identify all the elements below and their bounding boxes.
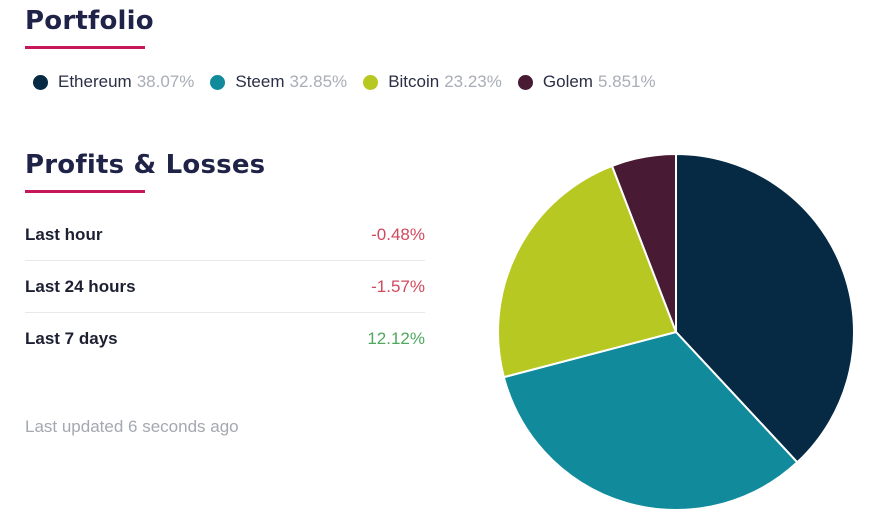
portfolio-title: Portfolio [25,6,154,36]
portfolio-pie-chart [497,153,855,511]
legend-name: Steem [235,72,285,91]
legend-percent: 5.851% [597,72,656,91]
pl-row-value: 12.12% [367,329,425,348]
portfolio-title-underline [25,46,145,49]
legend-name: Bitcoin [388,72,440,91]
pl-row-value: -1.57% [371,276,425,296]
pl-row-last-24-hours: Last 24 hours -1.57% [25,261,425,313]
legend-item-bitcoin[interactable]: Bitcoin 23.23% [363,72,502,92]
legend-name: Golem [542,72,593,91]
pl-row-label: Last 7 days [25,329,118,348]
legend-item-steem[interactable]: Steem 32.85% [210,72,347,92]
portfolio-legend: Ethereum 38.07% Steem 32.85% Bitcoin 23.… [33,72,672,92]
legend-percent: 23.23% [444,72,502,91]
legend-name: Ethereum [58,72,132,91]
legend-dot-steem [210,74,226,90]
legend-percent: 32.85% [289,72,348,91]
legend-dot-golem [517,74,533,90]
legend-item-golem[interactable]: Golem 5.851% [517,72,656,92]
legend-dot-bitcoin [363,74,379,90]
profits-losses-table: Last hour -0.48% Last 24 hours -1.57% La… [25,209,425,365]
pie-slice-ethereum[interactable] [675,153,855,464]
legend-percent: 38.07% [136,72,195,91]
pl-row-last-hour: Last hour -0.48% [25,209,425,261]
pie-slice-golem[interactable] [611,153,677,333]
legend-item-ethereum[interactable]: Ethereum 38.07% [33,72,194,92]
profits-losses-title: Profits & Losses [25,150,266,180]
pl-row-label: Last 24 hours [25,276,136,296]
pl-row-label: Last hour [25,224,103,244]
pie-slice-steem[interactable] [502,331,799,511]
profits-losses-title-underline [25,190,145,193]
legend-dot-ethereum [33,74,48,90]
last-updated-text: Last updated 6 seconds ago [25,417,239,436]
pl-row-last-7-days: Last 7 days 12.12% [25,313,425,365]
pl-row-value: -0.48% [371,224,425,244]
